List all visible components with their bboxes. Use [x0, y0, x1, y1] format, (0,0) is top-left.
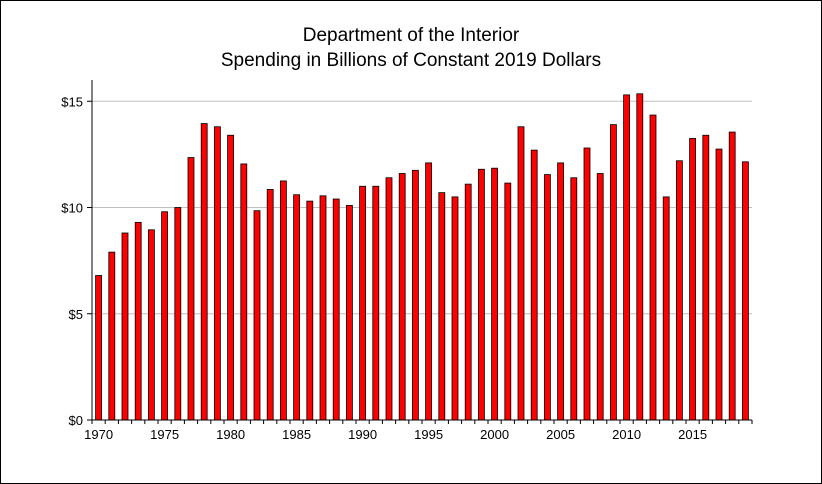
- bar-1998: [464, 183, 472, 421]
- y-tick-labels: $0 $5 $10 $15: [61, 94, 83, 428]
- x-tick-label: 1995: [414, 427, 443, 442]
- bar-2009: [610, 124, 617, 421]
- bar-2000: [491, 167, 499, 421]
- x-tick-label: 2000: [480, 427, 509, 442]
- bar-1978: [200, 123, 208, 421]
- bar-2019: [742, 161, 749, 421]
- bar-1990: [359, 185, 367, 421]
- bar-2007: [583, 147, 591, 421]
- bar-2011: [636, 93, 644, 421]
- bar-1973: [134, 221, 142, 421]
- bar-2015: [689, 138, 696, 421]
- bar-1997: [451, 196, 459, 421]
- chart-subtitle: Spending in Billions of Constant 2019 Do…: [220, 50, 602, 71]
- bar-1980: [227, 134, 235, 421]
- y-tick-label: $5: [69, 307, 83, 322]
- bar-1995: [425, 162, 433, 421]
- bar-1971: [108, 251, 116, 421]
- bar-2003: [530, 149, 538, 421]
- bar-2013: [662, 196, 670, 421]
- x-tick-label: 1980: [216, 427, 245, 442]
- y-tick-label: $15: [61, 94, 83, 109]
- bar-1979: [213, 126, 221, 421]
- bar-1982: [253, 210, 261, 421]
- bar-1999: [477, 168, 485, 421]
- x-tick-label: 2005: [546, 427, 575, 442]
- bar-1986: [306, 200, 314, 421]
- bar-1977: [187, 157, 195, 421]
- bar-2018: [728, 131, 736, 421]
- y-tick-label: $0: [69, 413, 83, 428]
- bar-1996: [438, 192, 446, 421]
- bar-2001: [504, 182, 512, 421]
- bar-1974: [147, 229, 155, 421]
- bar-2016: [702, 134, 710, 421]
- bar-1987: [319, 195, 327, 421]
- x-tick-labels: 1970 1975 1980 1985 1990 1995 2000 2005 2010 2015: [84, 427, 707, 442]
- bar-2006: [570, 177, 578, 421]
- bar-1984: [279, 180, 287, 421]
- x-tick-label: 2015: [678, 427, 707, 442]
- bar-2008: [596, 173, 604, 421]
- bar-2014: [676, 160, 683, 421]
- bar-1994: [411, 169, 419, 421]
- chart-title: Department of the Interior: [302, 25, 520, 46]
- bar-1992: [385, 177, 393, 421]
- axes: [87, 80, 753, 424]
- x-tick-label: 1985: [282, 427, 311, 442]
- bar-2012: [649, 114, 657, 421]
- bar-1988: [332, 198, 340, 421]
- bar-2010: [623, 94, 630, 421]
- bar-1983: [266, 189, 274, 421]
- x-tick-label: 2010: [612, 427, 641, 442]
- bar-1981: [240, 163, 248, 421]
- x-tick-label: 1970: [84, 427, 113, 442]
- bar-2004: [544, 174, 551, 421]
- bar-1993: [398, 173, 406, 421]
- bar-1970: [95, 275, 102, 421]
- bars: [95, 93, 749, 421]
- bar-1975: [161, 211, 169, 421]
- y-tick-label: $10: [61, 201, 83, 216]
- bar-2005: [557, 162, 564, 421]
- bar-1991: [372, 185, 380, 421]
- bar-1972: [121, 232, 129, 421]
- bar-1989: [345, 204, 353, 421]
- bar-1985: [293, 194, 301, 421]
- x-tick-label: 1990: [348, 427, 377, 442]
- bar-2002: [517, 126, 525, 421]
- bar-1976: [174, 207, 182, 421]
- x-tick-label: 1975: [150, 427, 179, 442]
- bar-2017: [715, 148, 723, 421]
